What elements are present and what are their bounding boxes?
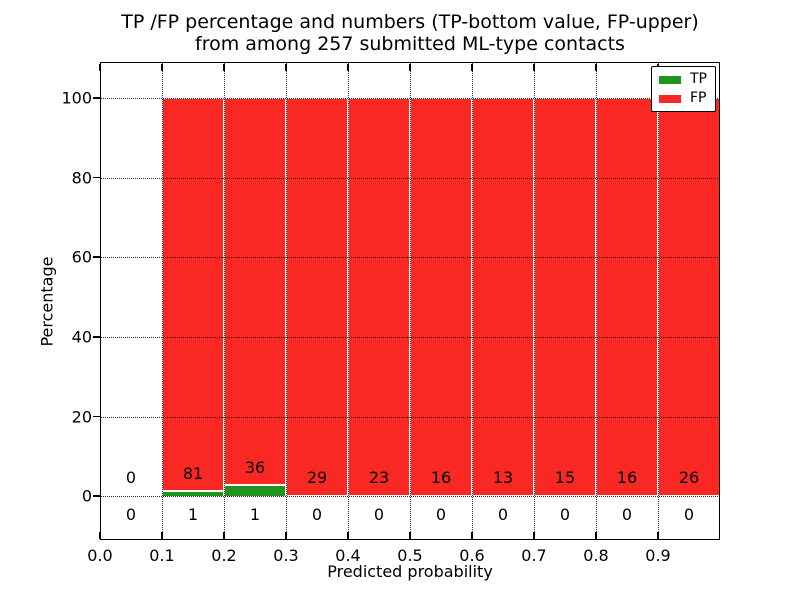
chart-title-line1: TP /FP percentage and numbers (TP-bottom… bbox=[121, 11, 699, 33]
fp-bar-segment bbox=[348, 97, 410, 497]
x-tick-label: 0.4 bbox=[335, 546, 361, 565]
x-tick-label: 0.9 bbox=[645, 546, 671, 565]
y-axis-label: Percentage bbox=[37, 256, 57, 347]
fp-count-label: 29 bbox=[306, 468, 328, 488]
x-tick-mark-top bbox=[533, 63, 535, 71]
x-tick-mark-top bbox=[347, 63, 349, 71]
fp-count-label: 16 bbox=[430, 468, 452, 488]
tp-count-label: 1 bbox=[249, 504, 261, 524]
tp-count-label: 0 bbox=[125, 504, 137, 524]
tp-count-label: 0 bbox=[621, 504, 633, 524]
fp-count-label: 13 bbox=[492, 468, 514, 488]
fp-count-label: 16 bbox=[616, 468, 638, 488]
x-tick-mark bbox=[533, 531, 535, 539]
fp-count-label: 15 bbox=[554, 468, 576, 488]
v-gridline bbox=[534, 62, 535, 540]
x-tick-mark-top bbox=[99, 63, 101, 71]
x-axis-label: Predicted probability bbox=[327, 562, 493, 581]
x-tick-mark bbox=[347, 531, 349, 539]
legend-item-tp: TP bbox=[659, 72, 707, 87]
y-tick-mark bbox=[93, 97, 100, 99]
v-gridline bbox=[224, 62, 225, 540]
y-tick-mark bbox=[93, 256, 100, 258]
v-gridline bbox=[472, 62, 473, 540]
y-tick-label: 40 bbox=[71, 327, 92, 347]
y-tick-label: 80 bbox=[71, 168, 92, 188]
x-tick-label: 0.0 bbox=[87, 546, 113, 565]
x-tick-label: 0.5 bbox=[397, 546, 423, 565]
x-tick-mark-top bbox=[285, 63, 287, 71]
fp-bar-segment bbox=[596, 97, 658, 497]
x-tick-label: 0.8 bbox=[583, 546, 609, 565]
y-tick-mark bbox=[93, 495, 100, 497]
v-gridline bbox=[348, 62, 349, 540]
fp-count-label: 26 bbox=[678, 468, 700, 488]
legend-label: FP bbox=[690, 90, 707, 106]
tp-bar-segment bbox=[224, 485, 286, 497]
x-tick-mark bbox=[99, 531, 101, 539]
legend-swatch-tp bbox=[659, 75, 681, 84]
v-gridline bbox=[596, 62, 597, 540]
v-gridline bbox=[410, 62, 411, 540]
tp-count-label: 0 bbox=[683, 504, 695, 524]
tp-count-label: 0 bbox=[435, 504, 447, 524]
fp-count-label: 36 bbox=[244, 457, 266, 477]
fp-bar-segment bbox=[224, 97, 286, 486]
x-tick-mark bbox=[285, 531, 287, 539]
legend-swatch-fp bbox=[659, 94, 681, 103]
y-tick-label: 100 bbox=[61, 88, 92, 108]
tp-count-label: 0 bbox=[497, 504, 509, 524]
fp-count-label: 0 bbox=[125, 468, 137, 488]
fp-bar-segment bbox=[410, 97, 472, 497]
tp-count-label: 0 bbox=[311, 504, 323, 524]
chart-title: TP /FP percentage and numbers (TP-bottom… bbox=[100, 11, 720, 55]
x-tick-label: 0.1 bbox=[149, 546, 175, 565]
y-tick-label: 0 bbox=[81, 486, 92, 506]
chart-title-line2: from among 257 submitted ML-type contact… bbox=[195, 33, 625, 55]
tp-count-label: 0 bbox=[373, 504, 385, 524]
legend: TP FP bbox=[651, 66, 716, 112]
y-tick-label: 20 bbox=[71, 407, 92, 427]
x-tick-label: 0.3 bbox=[273, 546, 299, 565]
x-tick-mark bbox=[223, 531, 225, 539]
legend-label: TP bbox=[690, 71, 707, 87]
x-tick-mark-top bbox=[223, 63, 225, 71]
y-tick-label: 60 bbox=[71, 247, 92, 267]
tp-count-label: 1 bbox=[187, 504, 199, 524]
x-tick-mark-top bbox=[161, 63, 163, 71]
x-tick-label: 0.2 bbox=[211, 546, 237, 565]
y-tick-mark bbox=[93, 176, 100, 179]
x-tick-label: 0.7 bbox=[521, 546, 547, 565]
v-gridline bbox=[162, 62, 163, 540]
plot-area: TP FP 0.0 0.1 0.2 0.3 0.4 0.5 0.6 0.7 0.8 0.9 0 20 40… bbox=[61, 62, 720, 565]
fp-bar-segment bbox=[534, 97, 596, 497]
x-tick-mark bbox=[595, 531, 597, 539]
x-tick-mark bbox=[409, 531, 411, 539]
fp-count-label: 81 bbox=[182, 463, 204, 483]
fp-bar-segment bbox=[286, 97, 348, 497]
x-tick-mark-top bbox=[595, 63, 597, 71]
x-tick-label: 0.6 bbox=[459, 546, 485, 565]
tp-count-label: 0 bbox=[559, 504, 571, 524]
v-gridline bbox=[286, 62, 287, 540]
v-gridline bbox=[658, 62, 659, 540]
y-tick-mark bbox=[93, 415, 100, 418]
fp-bar-segment bbox=[472, 97, 534, 497]
fp-bar-segment bbox=[162, 97, 224, 492]
x-tick-mark bbox=[657, 531, 659, 539]
x-tick-mark-top bbox=[409, 63, 411, 71]
fp-count-label: 23 bbox=[368, 468, 390, 488]
legend-item-fp: FP bbox=[659, 91, 707, 106]
x-tick-mark-top bbox=[471, 63, 473, 71]
fp-bar-segment bbox=[658, 97, 720, 497]
x-tick-mark bbox=[161, 531, 163, 539]
x-tick-mark bbox=[471, 531, 473, 539]
y-tick-mark bbox=[93, 336, 100, 338]
